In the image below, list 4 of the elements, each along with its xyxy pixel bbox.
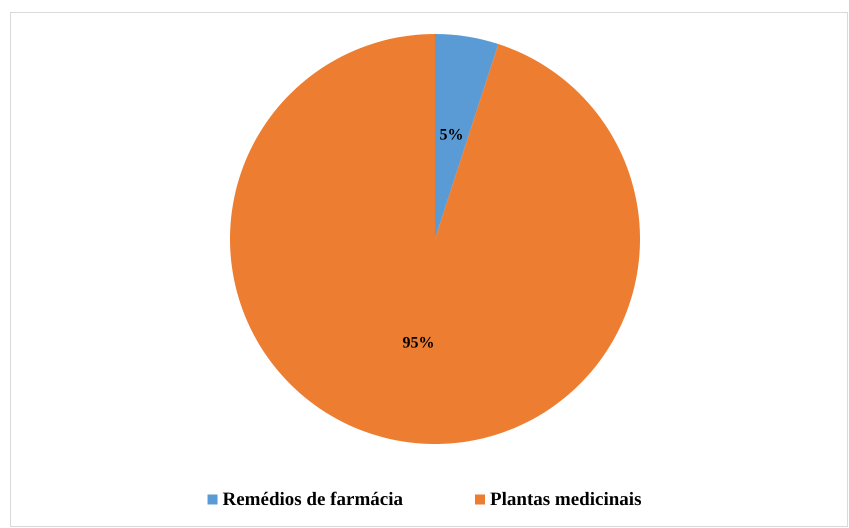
data-label: 95% xyxy=(402,334,434,352)
data-label: 5% xyxy=(440,126,464,144)
legend-label: Remédios de farmácia xyxy=(222,489,404,510)
legend-label: Plantas medicinais xyxy=(490,489,642,510)
